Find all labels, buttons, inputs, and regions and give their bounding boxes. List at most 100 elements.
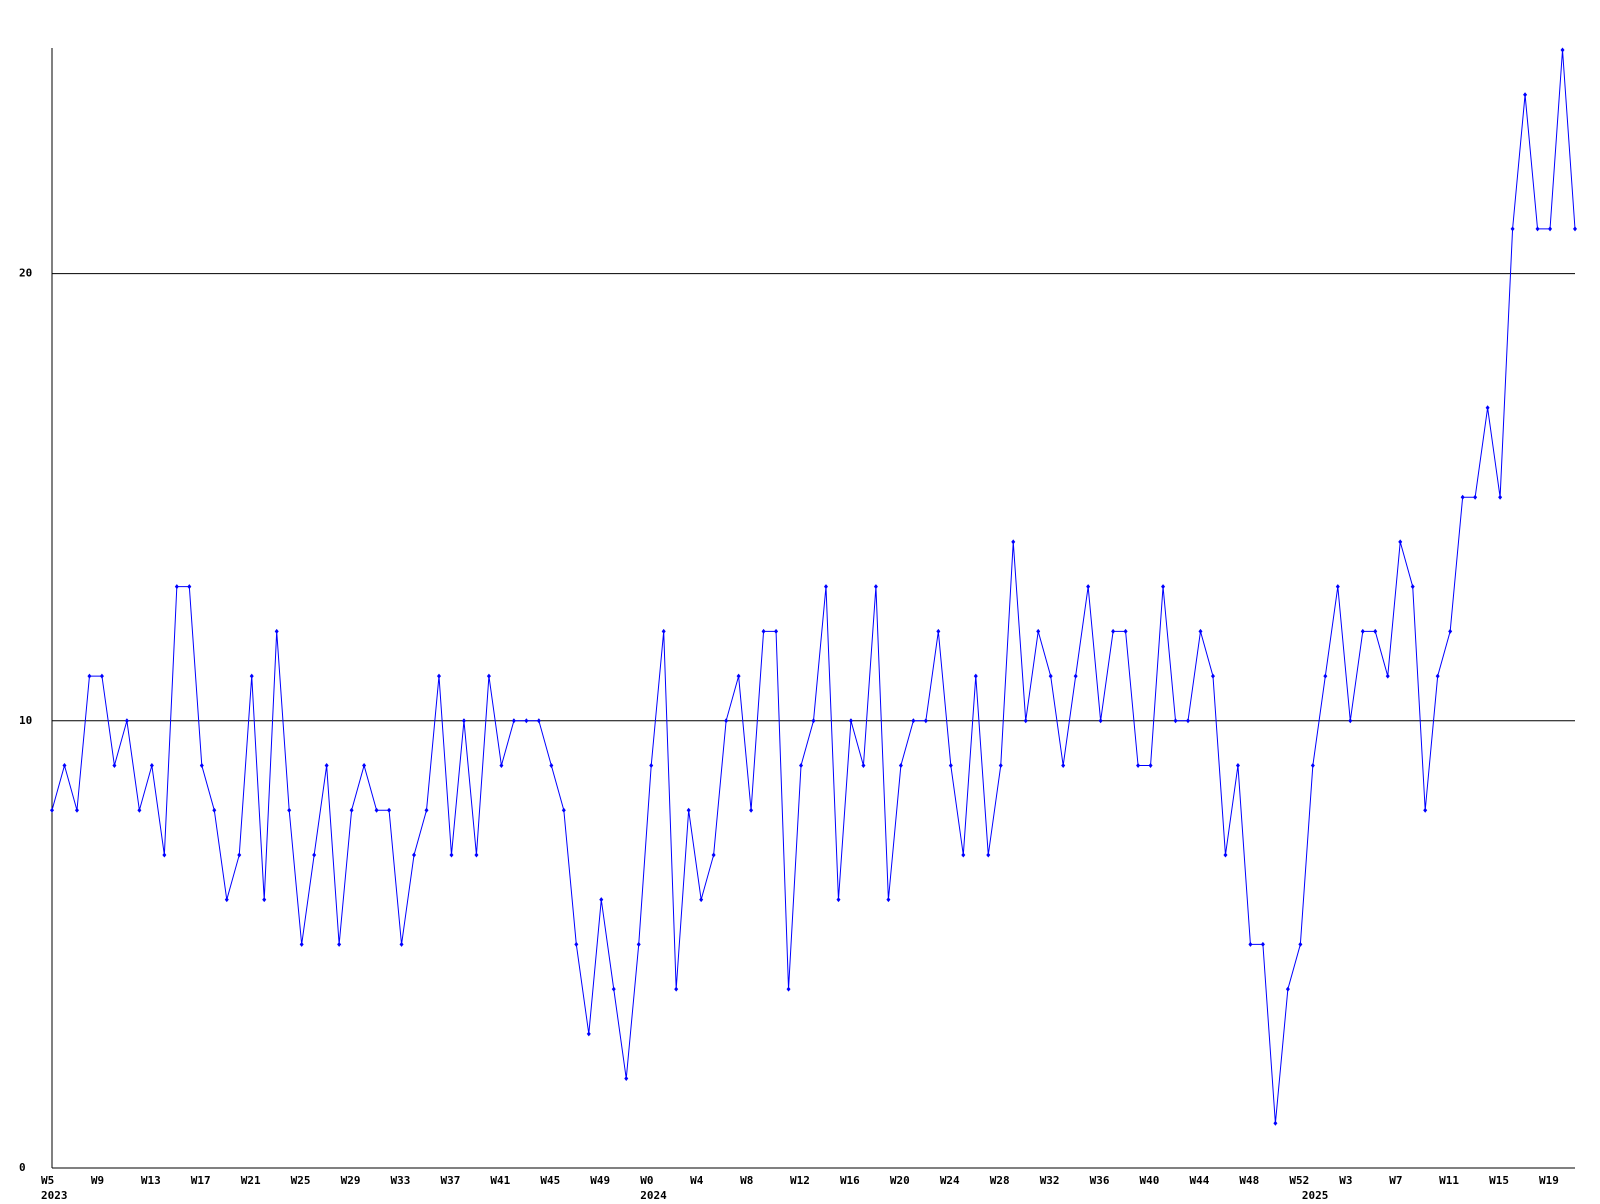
point (1360, 628, 1365, 634)
point (686, 807, 691, 813)
x-tick-label: W19 (1539, 1174, 1559, 1187)
x-tick-label: W32 (1040, 1174, 1060, 1187)
point (1285, 986, 1290, 992)
x-tick-label: W24 (940, 1174, 960, 1187)
point (1048, 673, 1053, 679)
point (1011, 539, 1016, 545)
point (549, 763, 554, 769)
point (724, 718, 729, 724)
x-tick-label: W36 (1090, 1174, 1110, 1187)
point (636, 941, 641, 947)
point (661, 628, 666, 634)
x-tick-label: W29 (341, 1174, 361, 1187)
x-tick-label: W11 (1439, 1174, 1459, 1187)
point (424, 807, 429, 813)
point (249, 673, 254, 679)
point (1148, 763, 1153, 769)
point (449, 852, 454, 858)
point (461, 718, 466, 724)
point (1435, 673, 1440, 679)
x-tick-label: W4 (690, 1174, 704, 1187)
point (162, 852, 167, 858)
point (1498, 494, 1503, 500)
x-tick-label: W8 (740, 1174, 753, 1187)
point (761, 628, 766, 634)
point (624, 1076, 629, 1082)
x-tick-label: W21 (241, 1174, 261, 1187)
x-tick-label: W41 (490, 1174, 510, 1187)
point (1223, 852, 1228, 858)
point (187, 584, 192, 590)
point (1260, 941, 1265, 947)
point (1348, 718, 1353, 724)
point (74, 807, 79, 813)
point (986, 852, 991, 858)
point (861, 763, 866, 769)
point (1485, 405, 1490, 411)
point (911, 718, 916, 724)
point (399, 941, 404, 947)
point (736, 673, 741, 679)
point (1473, 494, 1478, 500)
x-tick-label: W17 (191, 1174, 211, 1187)
x-tick-label: W13 (141, 1174, 161, 1187)
x-tick-label: W25 (291, 1174, 311, 1187)
point (274, 628, 279, 634)
point (774, 628, 779, 634)
point (823, 584, 828, 590)
point (1535, 226, 1540, 232)
point (1548, 226, 1553, 232)
point (873, 584, 878, 590)
point (324, 763, 329, 769)
point (561, 807, 566, 813)
point (1123, 628, 1128, 634)
point (1036, 628, 1041, 634)
point (1523, 92, 1528, 98)
point (611, 986, 616, 992)
point (237, 852, 242, 858)
point (923, 718, 928, 724)
point (1210, 673, 1215, 679)
point (699, 897, 704, 903)
x-tick-label: W40 (1140, 1174, 1160, 1187)
point (374, 807, 379, 813)
x-tick-label: W44 (1189, 1174, 1209, 1187)
point (99, 673, 104, 679)
y-tick-label: 10 (19, 714, 32, 727)
point (312, 852, 317, 858)
point (1448, 628, 1453, 634)
point (1460, 494, 1465, 500)
x-tick-label: W20 (890, 1174, 910, 1187)
point (299, 941, 304, 947)
point (50, 807, 54, 813)
point (362, 763, 367, 769)
point (848, 718, 853, 724)
point (1161, 584, 1166, 590)
point (1098, 718, 1103, 724)
x-tick-label: W15 (1489, 1174, 1509, 1187)
x-tick-label: W16 (840, 1174, 860, 1187)
x-tick-label: W49 (590, 1174, 610, 1187)
point (1061, 763, 1066, 769)
point (137, 807, 142, 813)
point (1273, 1120, 1278, 1126)
point (711, 852, 716, 858)
y-tick-label: 20 (19, 267, 32, 280)
x-tick-label: W37 (440, 1174, 460, 1187)
point (1423, 807, 1428, 813)
point (149, 763, 154, 769)
point (936, 628, 941, 634)
x-year-label: 2025 (1302, 1189, 1329, 1200)
point (1023, 718, 1028, 724)
point (436, 673, 441, 679)
point (998, 763, 1003, 769)
point (1560, 47, 1565, 53)
point (973, 673, 978, 679)
point (62, 763, 67, 769)
point (811, 718, 816, 724)
point (199, 763, 204, 769)
point (1323, 673, 1328, 679)
x-tick-label: W52 (1289, 1174, 1309, 1187)
point (262, 897, 267, 903)
